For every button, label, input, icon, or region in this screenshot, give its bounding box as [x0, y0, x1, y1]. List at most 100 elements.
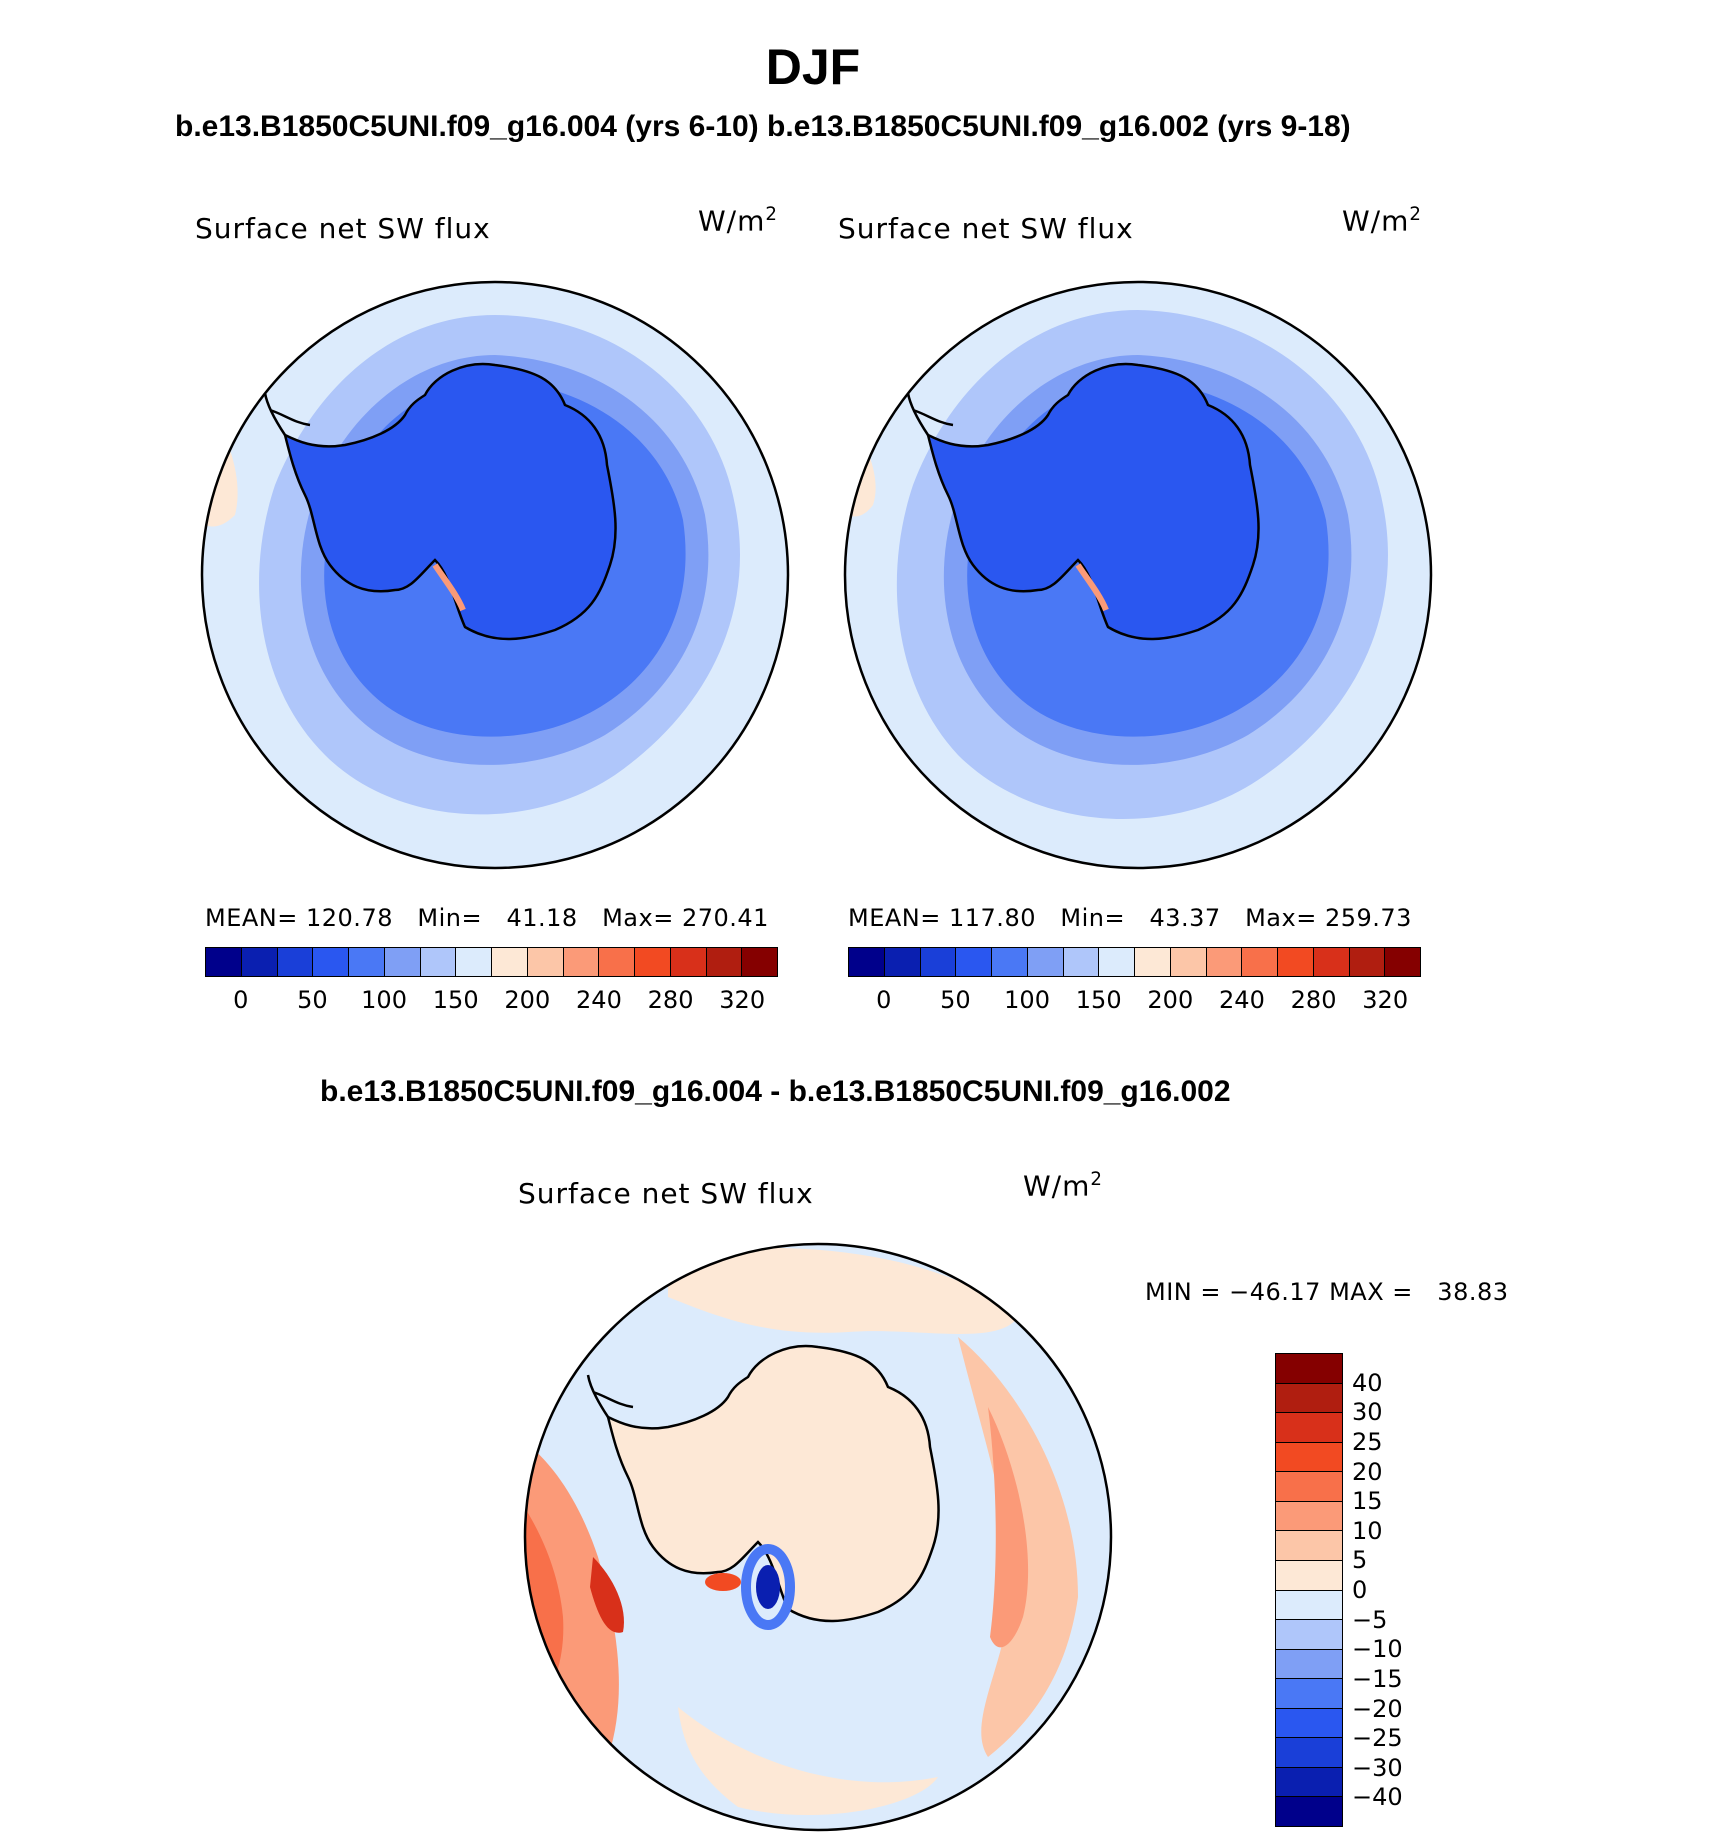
colorbar-tick-label: −20: [1352, 1694, 1403, 1723]
colorbar-swatch: [1276, 1531, 1342, 1561]
colorbar-swatch: [1276, 1620, 1342, 1650]
colorbar-tick-label: 0: [233, 986, 249, 1014]
colorbar-tick-label: 50: [297, 986, 328, 1014]
colorbar-swatch: [1276, 1413, 1342, 1443]
colorbar-tick-label: −25: [1352, 1724, 1403, 1753]
colorbar-swatch: [599, 948, 635, 976]
colorbar-tick-label: 5: [1352, 1546, 1368, 1575]
colorbar-tick-label: 40: [1352, 1368, 1383, 1397]
colorbar-tick-label: −15: [1352, 1664, 1403, 1693]
panel1-colorbar: [205, 947, 778, 977]
colorbar-tick-label: 50: [940, 986, 971, 1014]
colorbar-swatch: [706, 948, 743, 976]
colorbar-swatch: [1099, 948, 1135, 976]
colorbar-swatch: [1313, 948, 1350, 976]
colorbar-swatch: [1276, 1354, 1342, 1384]
colorbar-swatch: [1278, 948, 1314, 976]
colorbar-swatch: [1276, 1590, 1342, 1621]
map3-peninsula: [586, 1374, 634, 1418]
map3-warm-east-strong: [988, 1407, 1029, 1648]
colorbar-tick-label: 0: [876, 986, 892, 1014]
panel1-units-label: W/m2: [698, 204, 778, 238]
colorbar-swatch: [456, 948, 492, 976]
map3-warm-south: [678, 1707, 938, 1816]
colorbar-swatch: [1349, 948, 1386, 976]
colorbar-tick-label: 240: [576, 986, 622, 1014]
colorbar-swatch: [884, 948, 921, 976]
map1-outline: [200, 280, 790, 870]
colorbar-swatch: [563, 948, 600, 976]
colorbar-swatch: [206, 948, 242, 976]
colorbar-tick-label: −10: [1352, 1635, 1403, 1664]
colorbar-swatch: [1027, 948, 1064, 976]
panel2-variable-label: Surface net SW flux: [838, 212, 1134, 245]
map1-peninsula: [263, 392, 311, 436]
diff-colorbar-ticks: 40 30 25 20 15 10 5 0 −5 −10 −15 −20 −25 −30 −40: [1352, 1353, 1432, 1827]
colorbar-swatch: [992, 948, 1028, 976]
colorbar-swatch: [527, 948, 564, 976]
colorbar-tick-label: 20: [1352, 1457, 1383, 1486]
colorbar-tick-label: 30: [1352, 1398, 1383, 1427]
colorbar-swatch: [1276, 1560, 1342, 1591]
colorbar-swatch: [1276, 1679, 1342, 1709]
panel1-colorbar-ticks: 0 50 100 150 200 240 280 320: [205, 986, 778, 1016]
map3-cold-anomaly-halo: [741, 1544, 795, 1630]
colorbar-swatch: [1276, 1472, 1342, 1502]
panel2-stats: MEAN= 117.80 Min= 43.37 Max= 259.73: [848, 904, 1412, 932]
map2-outline: [843, 280, 1433, 870]
map1-warm-patch-west: [202, 385, 238, 527]
map1-weddell-feature: [432, 563, 466, 612]
colorbar-swatch: [1276, 1442, 1342, 1473]
colorbar-swatch: [241, 948, 278, 976]
diff-variable-label: Surface net SW flux: [518, 1177, 814, 1210]
colorbar-tick-label: 25: [1352, 1427, 1383, 1456]
colorbar-tick-label: 200: [1147, 986, 1194, 1014]
diff-colorbar: [1275, 1353, 1343, 1827]
map2-peninsula: [906, 392, 954, 436]
colorbar-tick-label: 0: [1352, 1576, 1368, 1604]
colorbar-swatch: [849, 948, 885, 976]
map3-outline: [523, 1242, 1113, 1832]
colorbar-swatch: [1276, 1501, 1342, 1532]
colorbar-tick-label: 320: [719, 986, 766, 1014]
panel2-colorbar: [848, 947, 1421, 977]
colorbar-swatch: [670, 948, 707, 976]
diff-min-max: MIN = −46.17 MAX = 38.83: [1145, 1278, 1509, 1306]
colorbar-tick-label: 150: [432, 986, 479, 1014]
colorbar-swatch: [1242, 948, 1278, 976]
colorbar-swatch: [384, 948, 421, 976]
colorbar-swatch: [1063, 948, 1100, 976]
colorbar-tick-label: −5: [1352, 1605, 1388, 1634]
colorbar-swatch: [956, 948, 992, 976]
colorbar-swatch: [1385, 948, 1420, 976]
colorbar-swatch: [635, 948, 671, 976]
colorbar-swatch: [1170, 948, 1207, 976]
colorbar-swatch: [1206, 948, 1243, 976]
diff-units-label: W/m2: [1023, 1169, 1103, 1203]
colorbar-swatch: [349, 948, 385, 976]
colorbar-swatch: [920, 948, 957, 976]
colorbar-swatch: [1276, 1708, 1342, 1739]
difference-title: b.e13.B1850C5UNI.f09_g16.004 - b.e13.B18…: [320, 1075, 1231, 1108]
colorbar-tick-label: 240: [1219, 986, 1265, 1014]
map3-warm-core: [590, 1557, 624, 1633]
colorbar-tick-label: 320: [1362, 986, 1409, 1014]
panel2-units-label: W/m2: [1342, 204, 1422, 238]
colorbar-tick-label: 280: [1290, 986, 1337, 1014]
difference-antarctic-map: [523, 1242, 1113, 1832]
colorbar-tick-label: 280: [647, 986, 694, 1014]
colorbar-tick-label: −30: [1352, 1753, 1403, 1782]
panel1-stats: MEAN= 120.78 Min= 41.18 Max= 270.41: [205, 904, 769, 932]
colorbar-tick-label: 10: [1352, 1516, 1383, 1545]
panel2-colorbar-ticks: 0 50 100 150 200 240 280 320: [848, 986, 1421, 1016]
season-title: DJF: [765, 39, 861, 95]
map3-warm-north: [668, 1247, 1018, 1334]
map3-cold-anomaly: [756, 1565, 780, 1609]
comparison-title: b.e13.B1850C5UNI.f09_g16.004 (yrs 6-10) …: [175, 110, 1351, 143]
colorbar-swatch: [1276, 1797, 1342, 1826]
colorbar-swatch: [1135, 948, 1171, 976]
panel1-antarctic-map: [200, 280, 790, 870]
colorbar-swatch: [420, 948, 457, 976]
colorbar-tick-label: 200: [504, 986, 551, 1014]
colorbar-tick-label: 150: [1075, 986, 1122, 1014]
